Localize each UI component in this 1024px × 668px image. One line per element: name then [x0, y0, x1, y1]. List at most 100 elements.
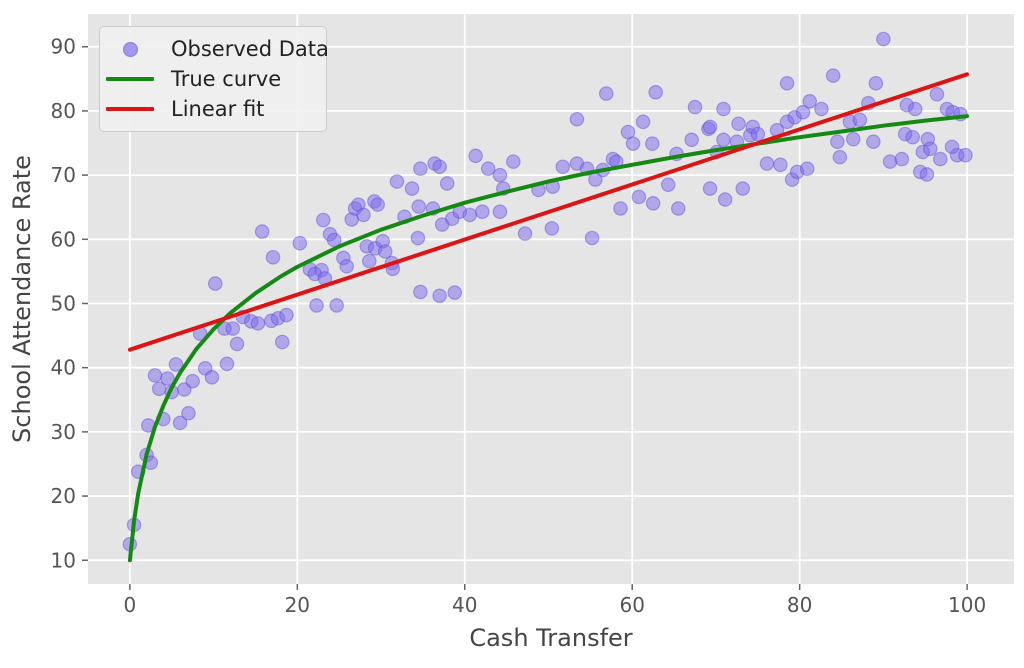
x-tick-label: 40	[452, 593, 477, 617]
data-point	[958, 147, 973, 163]
data-point	[894, 151, 910, 167]
y-tick-label: 20	[51, 484, 76, 508]
data-point	[555, 159, 571, 175]
x-tick-label: 60	[619, 593, 644, 617]
data-point	[274, 334, 290, 350]
data-point	[830, 134, 845, 150]
data-point	[635, 114, 651, 130]
data-point	[225, 321, 241, 336]
data-point	[544, 221, 560, 236]
data-point	[631, 189, 647, 205]
data-point	[160, 371, 175, 386]
data-point	[814, 101, 829, 117]
data-point	[684, 132, 699, 148]
x-tick-label: 0	[123, 593, 136, 617]
data-point	[432, 159, 447, 175]
legend-label: Observed Data	[171, 37, 329, 61]
data-point	[475, 204, 490, 220]
data-point	[447, 285, 463, 300]
data-point	[292, 235, 308, 251]
data-point	[852, 112, 868, 128]
data-point	[377, 244, 393, 259]
data-point	[147, 368, 163, 383]
legend-label: True curve	[171, 67, 282, 91]
legend-label: Linear fit	[171, 97, 265, 121]
green-line-icon	[106, 77, 154, 81]
data-point	[265, 249, 281, 265]
scatter-points	[122, 31, 973, 552]
data-point	[410, 230, 426, 246]
data-point	[933, 151, 948, 167]
gridlines	[88, 14, 1014, 584]
data-point	[389, 174, 405, 189]
data-point	[648, 85, 663, 100]
data-point	[625, 136, 641, 151]
data-point	[462, 207, 478, 223]
legend-item-observed-data: Observed Data	[106, 34, 329, 64]
data-point	[759, 156, 775, 171]
data-point	[404, 181, 420, 196]
data-point	[279, 307, 294, 323]
data-point	[779, 76, 795, 91]
data-point	[731, 116, 746, 132]
data-point	[716, 101, 731, 117]
data-point	[176, 382, 192, 397]
data-point	[569, 111, 585, 127]
data-layer	[122, 31, 973, 563]
data-point	[362, 253, 377, 269]
data-point	[802, 93, 818, 109]
data-point	[702, 119, 718, 135]
axis-ticks: 0 20 40 60 80 100 10 20 30 40 50 60 70 80 90	[51, 35, 987, 617]
data-point	[254, 224, 270, 239]
data-point	[660, 177, 676, 193]
data-point	[832, 149, 848, 165]
x-tick-label: 100	[948, 593, 986, 617]
data-point	[250, 316, 266, 331]
y-axis-label: School Attendance Rate	[8, 155, 36, 443]
y-tick-label: 70	[51, 163, 76, 187]
data-point	[411, 199, 427, 214]
data-point	[907, 101, 923, 117]
data-point	[584, 230, 600, 246]
data-point	[613, 201, 628, 216]
x-axis-label: Cash Transfer	[469, 624, 632, 652]
data-point	[868, 76, 884, 91]
data-point	[439, 176, 455, 191]
data-point	[370, 197, 385, 212]
data-point	[620, 124, 636, 140]
data-point	[687, 99, 703, 115]
data-point	[645, 136, 660, 151]
data-point	[929, 86, 945, 102]
data-point	[339, 258, 355, 274]
y-tick-label: 60	[51, 227, 76, 251]
y-tick-label: 30	[51, 420, 76, 444]
y-tick-label: 40	[51, 356, 76, 380]
scatter-marker-icon	[106, 41, 154, 57]
data-point	[309, 298, 324, 313]
data-point	[702, 181, 718, 196]
data-point	[204, 370, 220, 385]
y-tick-label: 80	[51, 99, 76, 123]
data-point	[181, 405, 196, 421]
data-point	[413, 284, 428, 300]
y-tick-label: 90	[51, 35, 76, 59]
data-point	[229, 336, 245, 352]
data-point	[517, 226, 533, 241]
data-point	[905, 129, 920, 145]
data-point	[845, 131, 861, 147]
data-point	[480, 161, 496, 176]
data-point	[670, 201, 686, 216]
data-point	[168, 357, 184, 372]
data-point	[735, 181, 751, 196]
data-point	[919, 167, 935, 182]
y-tick-label: 10	[51, 548, 76, 572]
data-point	[492, 204, 508, 220]
legend-item-true-curve: True curve	[106, 64, 316, 94]
linear-fit-line	[127, 72, 970, 352]
data-point	[825, 68, 841, 83]
data-point	[866, 134, 881, 150]
data-point	[356, 207, 371, 223]
data-point	[432, 288, 447, 304]
